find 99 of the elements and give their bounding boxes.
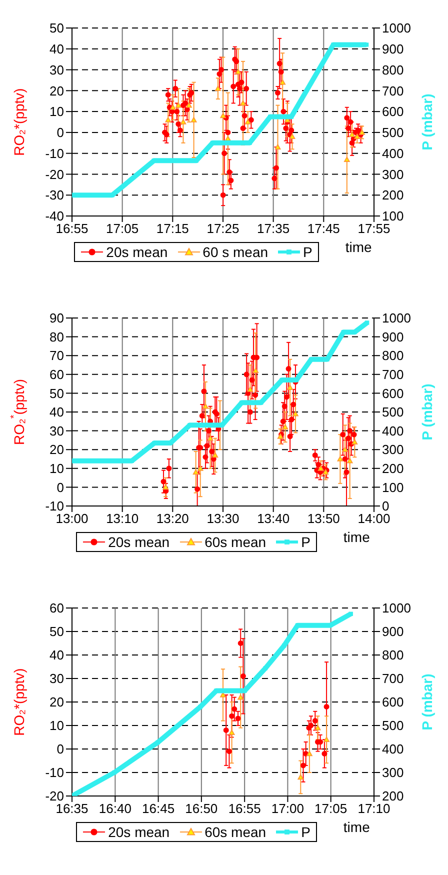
y2-tick-label: 100	[382, 208, 404, 224]
x-tick-label: 13:00	[56, 511, 88, 526]
y2-axis-title: P (mbar)	[418, 674, 435, 730]
y2-tick-label: 600	[382, 104, 404, 120]
x-tick-label: 17:35	[257, 221, 290, 236]
x-tick-label: 16:55	[228, 801, 261, 816]
legend-label: 20s mean	[108, 824, 170, 840]
y-axis-title: RO₂*(pptv)	[10, 88, 27, 156]
legend-label: 60s mean	[204, 534, 266, 550]
y-axis-title: RO₂*(pptv)	[10, 668, 27, 736]
y2-tick-label: 800	[382, 62, 404, 78]
y-tick-label: 80	[50, 329, 64, 344]
y-tick-label: 20	[50, 694, 64, 710]
y2-tick-label: 900	[382, 329, 404, 344]
legend-label: P	[301, 534, 310, 550]
y-tick-label: 20	[50, 442, 64, 458]
y-tick-label: 70	[50, 348, 64, 364]
y-tick-label: -20	[45, 788, 64, 804]
legend-label: 20s mean	[106, 244, 168, 260]
x-tick-label: 17:10	[358, 801, 390, 816]
y-tick-label: 50	[50, 624, 64, 640]
y-tick-label: 0	[56, 480, 64, 495]
x-tick-label: 13:10	[106, 511, 139, 526]
y-tick-label: 40	[50, 42, 64, 57]
x-tick-label: 17:25	[206, 221, 240, 236]
x-tick-label: 13:40	[257, 511, 290, 526]
y-tick-label: 40	[50, 648, 64, 663]
y2-tick-label: 300	[382, 442, 404, 458]
y-tick-label: 20	[50, 83, 64, 98]
y2-tick-label: 200	[382, 188, 404, 203]
y2-tick-label: 200	[382, 788, 404, 804]
y-tick-label: 40	[50, 404, 64, 420]
x-tick-label: 13:30	[206, 511, 240, 526]
y2-tick-label: 200	[382, 461, 404, 476]
y-tick-label: 0	[56, 742, 64, 757]
x-tick-label: 16:45	[142, 801, 175, 816]
y-tick-label: 60	[50, 367, 64, 382]
y-tick-label: 60	[50, 600, 64, 616]
y2-tick-label: 100	[382, 480, 404, 495]
y2-tick-label: 800	[382, 348, 404, 364]
y2-tick-label: 700	[382, 83, 404, 98]
y2-tick-label: 400	[382, 146, 404, 161]
x-tick-label: 16:55	[56, 221, 88, 236]
x-tick-label: 13:20	[156, 511, 189, 526]
y-tick-label: 10	[50, 461, 64, 476]
y-tick-label: -30	[45, 188, 64, 203]
x-tick-label: 13:50	[307, 511, 340, 526]
y-tick-label: 50	[50, 20, 64, 36]
y-tick-label: 30	[50, 423, 64, 438]
y2-tick-label: 900	[382, 624, 404, 640]
y-tick-label: -10	[45, 146, 64, 161]
y2-tick-label: 500	[382, 404, 404, 420]
x-tick-label: 17:05	[314, 801, 348, 816]
x-tick-label: 17:05	[106, 221, 139, 236]
y2-tick-label: 600	[382, 386, 404, 401]
x-tick-label: 14:00	[358, 511, 390, 526]
legend-label: 60s mean	[204, 824, 266, 840]
y2-tick-label: 500	[382, 125, 404, 140]
y2-tick-label: 1000	[382, 600, 411, 616]
y2-tick-label: 700	[382, 671, 404, 686]
y2-tick-label: 700	[382, 367, 404, 382]
y2-tick-label: 400	[382, 423, 404, 438]
y-tick-label: 10	[50, 718, 64, 734]
y2-tick-label: 900	[382, 42, 404, 57]
y-tick-label: -20	[45, 166, 64, 182]
x-axis-title: time	[343, 819, 370, 835]
y2-tick-label: 300	[382, 765, 404, 780]
y2-tick-label: 400	[382, 742, 404, 757]
legend-label: 20s mean	[108, 534, 170, 550]
x-tick-label: 17:15	[156, 221, 189, 236]
x-tick-label: 17:00	[271, 801, 304, 816]
y-tick-label: 30	[50, 671, 64, 686]
x-tick-label: 16:35	[56, 801, 88, 816]
legend-label: P	[303, 244, 312, 260]
y-tick-label: 30	[50, 62, 64, 78]
y-tick-label: 10	[50, 104, 64, 120]
y2-tick-label: 500	[382, 718, 404, 734]
y2-axis-title: P (mbar)	[418, 94, 435, 150]
x-axis-title: time	[345, 239, 372, 255]
legend-label: 60 s mean	[202, 244, 268, 260]
y2-tick-label: 1000	[382, 20, 411, 36]
y-tick-label: -40	[45, 208, 64, 224]
y-tick-label: -10	[45, 498, 64, 514]
legend-label: P	[301, 824, 310, 840]
y-tick-label: 90	[50, 310, 64, 326]
y-tick-label: -10	[45, 765, 64, 780]
y2-tick-label: 1000	[382, 310, 411, 326]
y2-axis-title: P (mbar)	[418, 384, 435, 440]
y2-tick-label: 600	[382, 694, 404, 710]
y2-tick-label: 800	[382, 648, 404, 663]
x-tick-label: 16:40	[98, 801, 132, 816]
y2-tick-label: 300	[382, 166, 404, 182]
y-tick-label: 0	[56, 125, 64, 140]
y2-tick-label: 0	[382, 498, 390, 514]
x-axis-title: time	[343, 529, 370, 545]
x-tick-label: 17:45	[307, 221, 340, 236]
x-tick-label: 16:50	[185, 801, 218, 816]
x-tick-label: 17:55	[358, 221, 390, 236]
y-tick-label: 50	[50, 386, 64, 401]
